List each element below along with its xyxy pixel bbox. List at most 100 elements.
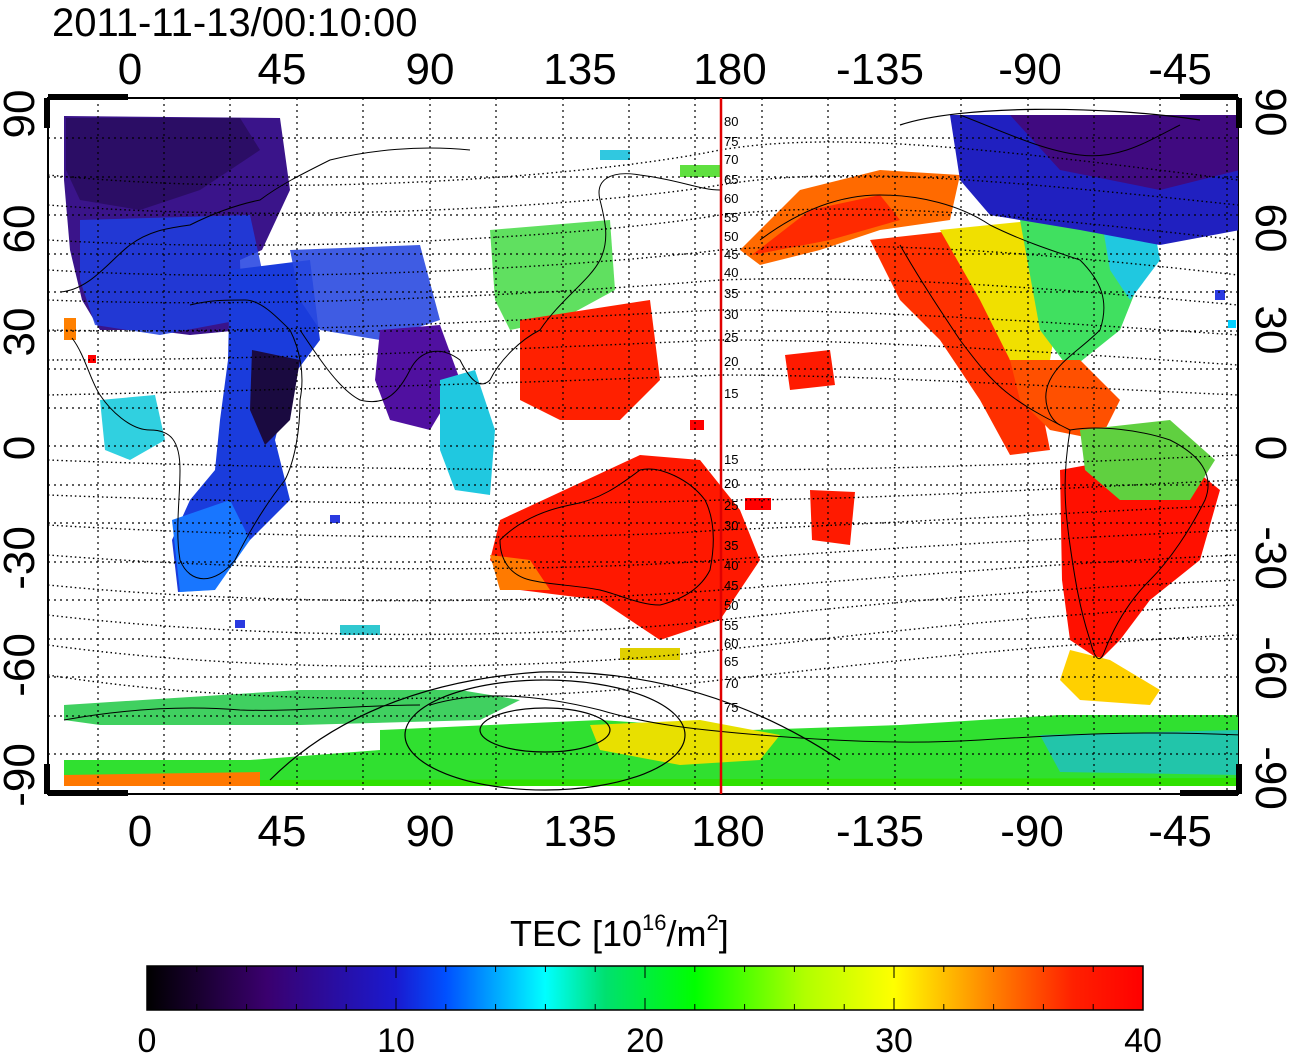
lat-label-left: -30 (0, 526, 44, 590)
lon-label-top: -135 (836, 45, 924, 94)
lon-label-top: -90 (998, 45, 1062, 94)
mlat-label: 40 (724, 265, 738, 280)
mlat-label: 20 (724, 354, 738, 369)
coastlines (59, 114, 1238, 743)
lat-label-left: 90 (0, 90, 44, 139)
tec-region-e-pacific-2 (810, 490, 855, 545)
colorbar: 0 10 20 30 40 (138, 965, 1162, 1057)
tec-pixel (680, 165, 720, 177)
tec-region-europe-dark (66, 118, 260, 210)
lon-labels-bottom: 0 45 90 135 180 -135 -90 -45 (128, 807, 1212, 856)
mlat-label: 55 (724, 210, 738, 225)
tec-region-antarctica-base (260, 778, 1238, 786)
mlat-labels-south: 15 20 25 30 35 40 45 50 55 60 65 70 75 (724, 452, 738, 715)
colorbar-tick-label: 30 (875, 1022, 913, 1057)
lat-label-left: 30 (0, 308, 44, 357)
tec-region-alaska-inner (752, 195, 900, 255)
frame-tick-bars (44, 94, 1242, 796)
mlat-label: 75 (724, 700, 738, 715)
tec-region-south-america-north (1080, 420, 1215, 500)
lon-label-top: 0 (118, 45, 142, 94)
tec-pixel (745, 498, 771, 510)
colorbar-title-end: ] (719, 913, 729, 954)
colorbar-tick-label: 20 (626, 1022, 664, 1057)
mlat-label: 50 (724, 598, 738, 613)
tec-pixel (1228, 320, 1236, 328)
mlat-label: 25 (724, 498, 738, 513)
lat-label-left: 0 (0, 436, 44, 460)
tec-pixel (620, 648, 680, 660)
lon-label-bottom: 90 (406, 807, 455, 856)
tec-pixel (330, 515, 340, 523)
colorbar-tick-label: 0 (138, 1022, 157, 1057)
lon-labels-top: 0 45 90 135 180 -135 -90 -45 (118, 45, 1212, 94)
mlat-label: 15 (724, 452, 738, 467)
lon-label-top: 45 (258, 45, 307, 94)
mlat-label: 30 (724, 307, 738, 322)
colorbar-tick-labels: 0 10 20 30 40 (138, 1022, 1162, 1057)
mlat-label: 70 (724, 152, 738, 167)
tec-pixel (64, 318, 76, 340)
mlat-label: 50 (724, 229, 738, 244)
colorbar-tick-label: 40 (1124, 1022, 1162, 1057)
magnetic-pole-contours (269, 108, 1201, 791)
mlat-label: 65 (724, 654, 738, 669)
mlat-label: 60 (724, 636, 738, 651)
lat-label-right: 60 (1246, 204, 1292, 253)
lon-label-bottom: -45 (1148, 807, 1212, 856)
tec-pixel (340, 625, 380, 635)
lon-label-bottom: 180 (691, 807, 764, 856)
mlat-label: 75 (724, 134, 738, 149)
lat-label-right: 0 (1246, 436, 1292, 460)
tec-data-layer (64, 115, 1238, 786)
colorbar-title-main: TEC [10 (510, 913, 642, 954)
tec-map: 80 75 70 65 60 55 50 45 40 35 30 25 20 15 15 20 25 30 35 4… (44, 94, 1242, 796)
mlat-label: 60 (724, 191, 738, 206)
tec-pixel (88, 355, 96, 363)
lat-label-right: -90 (1246, 746, 1292, 810)
tec-region-africa-dark (250, 350, 300, 445)
lon-label-top: 90 (406, 45, 455, 94)
tec-region-greenland (1010, 115, 1238, 190)
mlat-label: 70 (724, 676, 738, 691)
lat-label-right: -30 (1246, 526, 1292, 590)
tec-region-asia-1 (290, 245, 440, 340)
lat-label-left: -90 (0, 743, 44, 807)
tec-region-south-america (1060, 450, 1220, 660)
lat-labels-right: 90 60 30 0 -30 -60 -90 (1246, 88, 1292, 810)
colorbar-ticks (146, 966, 1144, 1010)
tec-region-w-pacific (520, 300, 660, 420)
lat-label-right: 90 (1246, 88, 1292, 137)
mlat-label: 55 (724, 618, 738, 633)
lon-label-bottom: 135 (543, 807, 616, 856)
tec-region-se-asia (440, 370, 495, 495)
tec-region-southern-ocean-1 (64, 690, 520, 725)
mlat-label: 65 (724, 172, 738, 187)
mlat-label: 40 (724, 558, 738, 573)
lon-label-top: 135 (543, 45, 616, 94)
tec-pixel (1215, 290, 1225, 300)
mlat-label: 45 (724, 247, 738, 262)
mlat-label: 45 (724, 578, 738, 593)
tec-region-e-pacific (785, 350, 835, 390)
tec-pixel (235, 620, 245, 628)
mlat-label: 15 (724, 386, 738, 401)
tec-region-east-asia (490, 220, 615, 330)
lat-label-right: 30 (1246, 306, 1292, 355)
lon-label-bottom: 0 (128, 807, 152, 856)
map-title: 2011-11-13/00:10:00 (52, 1, 418, 45)
colorbar-tick-label: 10 (377, 1022, 415, 1057)
lon-label-bottom: -90 (1000, 807, 1064, 856)
mlat-label: 35 (724, 538, 738, 553)
colorbar-title: TEC [1016/m2] (510, 910, 729, 954)
tec-region-africa-south (172, 500, 250, 592)
lat-label-left: 60 (0, 205, 44, 254)
mlat-label: 25 (724, 330, 738, 345)
mlat-label: 35 (724, 286, 738, 301)
tec-region-central-america (1010, 360, 1120, 440)
tec-pixel (690, 420, 704, 430)
tec-region-antarctica-orange (64, 772, 260, 786)
lon-label-bottom: -135 (836, 807, 924, 856)
lat-label-right: -60 (1246, 636, 1292, 700)
tec-region-antarctica-cyan (1040, 730, 1238, 775)
